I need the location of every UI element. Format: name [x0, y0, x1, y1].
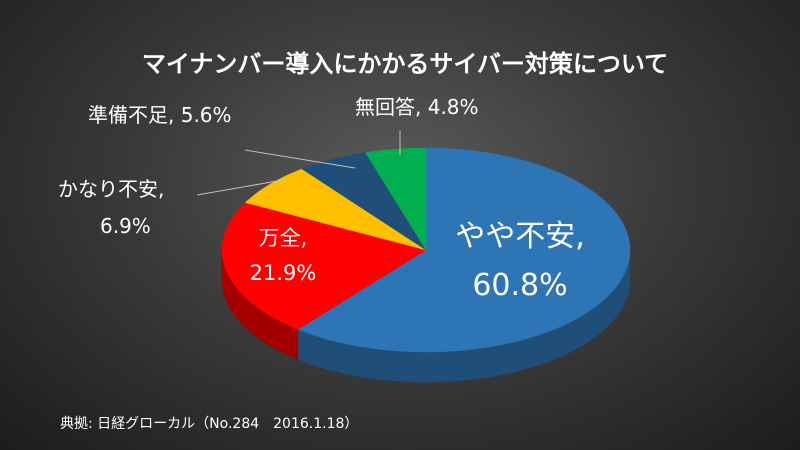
pie-slice-0: [297, 147, 631, 353]
data-label-name-1: 万全,: [259, 226, 308, 250]
pie-slice-4: [364, 147, 427, 251]
data-label-name-2: かなり不安,: [58, 177, 164, 201]
data-label-value-0: 60.8%: [472, 268, 567, 303]
pie-labels: やや不安, 60.8% 万全, 21.9% かなり不安, 6.9% 準備不足, 5.6% 無回…: [58, 95, 585, 303]
data-label-name-0: やや不安,: [455, 219, 585, 254]
data-label-value-2: 6.9%: [100, 214, 151, 238]
source-note: 典拠: 日経グローカル（No.284 2016.1.18）: [60, 416, 358, 432]
data-label-value-1: 21.9%: [250, 261, 317, 285]
chart-title: マイナンバー導入にかかるサイバー対策について: [142, 50, 668, 78]
pie-leader-lines: [196, 130, 401, 196]
data-label-3: 準備不足, 5.6%: [88, 103, 232, 127]
leader-line-2: [196, 179, 284, 196]
leader-line-3: [244, 149, 356, 169]
pie-slice-1: [221, 202, 427, 330]
data-label-4: 無回答, 4.8%: [355, 95, 479, 119]
pie-tops: [221, 147, 631, 353]
